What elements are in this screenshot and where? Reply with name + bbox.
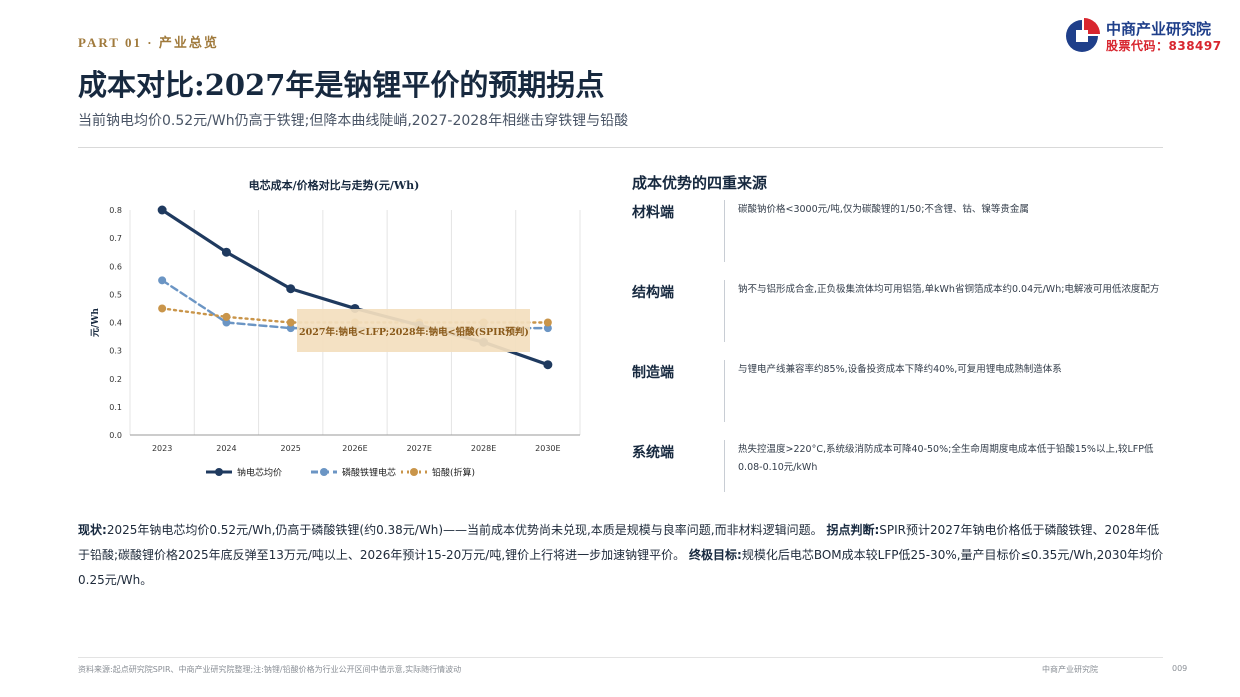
data-point [222,318,231,327]
y-tick-label: 0.1 [109,403,122,412]
sources-heading: 成本优势的四重来源 [632,174,768,192]
y-axis-label: 元/Wh [90,308,101,337]
company-logo: 中商产业研究院 股票代码：838497 [1062,14,1237,56]
y-tick-label: 0.0 [109,431,122,440]
source-text-structure: 钠不与铝形成合金,正负极集流体均可用铝箔,单kWh省铜箔成本约0.04元/Wh;… [738,284,1160,295]
header-divider [78,147,1163,148]
x-tick-label: 2024 [216,444,236,453]
data-point [157,205,167,215]
source-text-material: 碳酸钠价格<3000元/吨,仅为碳酸锂的1/50;不含锂、钴、镍等贵金属 [738,204,1029,215]
data-point [221,247,231,257]
logo-mark-icon [1066,18,1100,52]
footer-brand: 中商产业研究院 [1042,665,1098,674]
footer-source: 资料来源:起点研究院SPIR、中商产业研究院整理;注:钠锂/铅酸价格为行业公开区… [78,665,462,674]
summary-label-status: 现状: [78,523,107,537]
legend-swatch-marker [215,468,223,476]
annotation-text: 2027年:钠电<LFP;2028年:钠电<铅酸(SPIR预判) [299,326,529,338]
x-tick-label: 2030E [535,444,560,453]
source-divider-manufacturing [724,360,725,422]
summary-text-status: 2025年钠电芯均价0.52元/Wh,仍高于磷酸铁锂(约0.38元/Wh)——当… [106,523,823,537]
chart-annotation: 2027年:钠电<LFP;2028年:钠电<铅酸(SPIR预判) [297,309,530,352]
source-label-structure: 结构端 [632,285,674,301]
cost-line-chart: 电芯成本/价格对比与走势(元/Wh) 0.0 0.1 0.2 0.3 0.4 0.5 0.6… [90,178,581,479]
chart-title: 电芯成本/价格对比与走势(元/Wh) [249,178,420,192]
x-axis: 2023 2024 2025 2026E 2027E 2028E 2030E [152,444,561,453]
source-label-material: 材料端 [632,205,674,221]
y-axis: 0.0 0.1 0.2 0.3 0.4 0.5 0.6 0.7 0.8 [109,206,122,440]
summary-paragraph: 现状:2025年钠电芯均价0.52元/Wh,仍高于磷酸铁锂(约0.38元/Wh)… [78,518,1168,593]
part-label: PART 01 · 产业总览 [78,35,219,50]
logo-name: 中商产业研究院 [1106,20,1212,38]
legend-label: 铅酸(折算) [432,467,475,479]
x-tick-label: 2028E [471,444,496,453]
data-point [158,276,167,285]
x-tick-label: 2026E [342,444,367,453]
y-tick-label: 0.3 [109,347,122,356]
data-point [158,304,167,313]
source-divider-structure [724,280,725,342]
data-point [543,318,552,327]
data-point [222,312,231,321]
data-point [286,284,296,294]
source-label-system: 系统端 [632,445,674,461]
source-text-manufacturing: 与锂电产线兼容率约85%,设备投资成本下降约40%,可复用锂电成熟制造体系 [738,364,1062,375]
legend-label: 磷酸铁锂电芯 [342,467,396,479]
logo-stock-code: 股票代码：838497 [1106,39,1222,53]
x-tick-label: 2025 [281,444,301,453]
data-point [543,360,553,370]
legend-swatch-marker [410,468,418,476]
annotation-box [297,309,530,352]
y-tick-label: 0.7 [109,234,122,243]
legend-label: 钠电芯均价 [237,467,282,479]
chart-legend: 钠电芯均价 磷酸铁锂电芯 铅酸(折算) [206,467,475,479]
footer-divider [78,657,1163,658]
data-point [286,318,295,327]
source-label-manufacturing: 制造端 [632,365,674,381]
legend-swatch-marker [320,468,328,476]
y-tick-label: 0.6 [109,262,122,271]
page-subtitle: 当前钠电均价0.52元/Wh仍高于铁锂;但降本曲线陡峭,2027-2028年相继… [78,113,629,129]
y-tick-label: 0.4 [109,319,122,328]
data-point [286,324,295,333]
y-tick-label: 0.5 [109,290,122,299]
source-divider-system [724,440,725,492]
x-tick-label: 2023 [152,444,172,453]
page-number: 009 [1172,664,1188,673]
source-text-system: 热失控温度>220°C,系统级消防成本可降40-50%;全生命周期度电成本低于铅… [738,444,1154,473]
y-tick-label: 0.2 [109,375,122,384]
page-title: 成本对比:2027年是钠锂平价的预期拐点 [78,68,605,102]
summary-label-goal: 终极目标: [689,548,742,562]
x-tick-label: 2027E [407,444,432,453]
summary-label-turning-point: 拐点判断: [826,523,880,537]
source-divider-material [724,200,725,262]
summary-text-goal: 规模化后电芯BOM成本较LFP低25-30%,量产目标价≤0.35元/Wh,20… [78,548,1164,587]
summary-text-turning-point: SPIR预计2027年钠电价格低于磷酸铁锂、2028年低于铅酸;碳酸锂价格202… [78,523,1160,562]
y-tick-label: 0.8 [109,206,122,215]
data-point [543,324,552,333]
